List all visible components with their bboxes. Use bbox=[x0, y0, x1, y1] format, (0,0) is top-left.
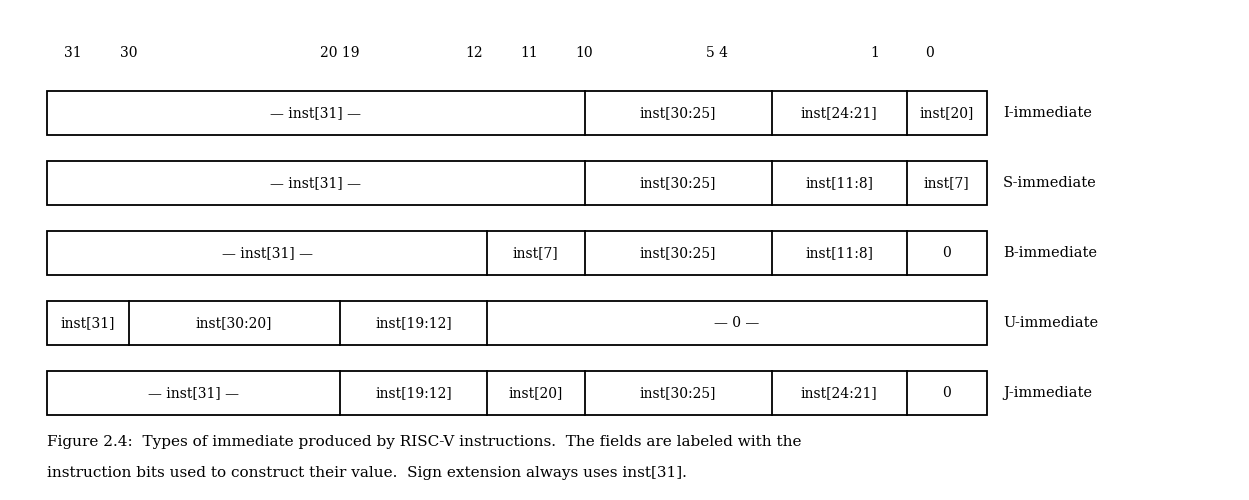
Text: inst[7]: inst[7] bbox=[513, 246, 558, 260]
Text: Figure 2.4:  Types of immediate produced by RISC-V instructions.  The fields are: Figure 2.4: Types of immediate produced … bbox=[47, 435, 802, 449]
Text: inst[24:21]: inst[24:21] bbox=[801, 386, 878, 400]
Text: inst[11:8]: inst[11:8] bbox=[806, 176, 873, 190]
Text: I-immediate: I-immediate bbox=[1003, 106, 1092, 120]
Text: 0: 0 bbox=[924, 46, 934, 60]
Text: inst[30:20]: inst[30:20] bbox=[196, 316, 272, 330]
Text: 10: 10 bbox=[576, 46, 593, 60]
Text: inst[11:8]: inst[11:8] bbox=[806, 246, 873, 260]
Text: 0: 0 bbox=[942, 386, 952, 400]
Text: S-immediate: S-immediate bbox=[1003, 176, 1097, 190]
Text: — 0 —: — 0 — bbox=[714, 316, 759, 330]
Text: inst[24:21]: inst[24:21] bbox=[801, 106, 878, 120]
Text: inst[19:12]: inst[19:12] bbox=[375, 316, 452, 330]
Text: 0: 0 bbox=[942, 246, 952, 260]
Text: J-immediate: J-immediate bbox=[1003, 386, 1092, 400]
Text: U-immediate: U-immediate bbox=[1003, 316, 1098, 330]
Text: 12: 12 bbox=[466, 46, 483, 60]
Bar bbox=[47, 231, 987, 275]
Bar bbox=[47, 91, 987, 135]
Text: — inst[31] —: — inst[31] — bbox=[271, 176, 361, 190]
Text: inst[30:25]: inst[30:25] bbox=[639, 386, 717, 400]
Bar bbox=[47, 161, 987, 205]
Text: 30: 30 bbox=[120, 46, 137, 60]
Text: inst[30:25]: inst[30:25] bbox=[639, 176, 717, 190]
Text: — inst[31] —: — inst[31] — bbox=[149, 386, 239, 400]
Text: inst[20]: inst[20] bbox=[919, 106, 974, 120]
Text: 1: 1 bbox=[869, 46, 879, 60]
Text: inst[7]: inst[7] bbox=[924, 176, 969, 190]
Text: 31: 31 bbox=[64, 46, 81, 60]
Text: inst[31]: inst[31] bbox=[61, 316, 115, 330]
Text: 5 4: 5 4 bbox=[706, 46, 728, 60]
Text: 11: 11 bbox=[521, 46, 538, 60]
Text: inst[20]: inst[20] bbox=[508, 386, 563, 400]
Text: — inst[31] —: — inst[31] — bbox=[271, 106, 361, 120]
Text: inst[30:25]: inst[30:25] bbox=[639, 106, 717, 120]
Text: inst[19:12]: inst[19:12] bbox=[375, 386, 452, 400]
Text: B-immediate: B-immediate bbox=[1003, 246, 1097, 260]
Text: 20 19: 20 19 bbox=[320, 46, 360, 60]
Text: inst[30:25]: inst[30:25] bbox=[639, 246, 717, 260]
Text: — inst[31] —: — inst[31] — bbox=[222, 246, 312, 260]
Text: instruction bits used to construct their value.  Sign extension always uses inst: instruction bits used to construct their… bbox=[47, 466, 687, 480]
Bar bbox=[47, 301, 987, 345]
Bar bbox=[47, 371, 987, 415]
